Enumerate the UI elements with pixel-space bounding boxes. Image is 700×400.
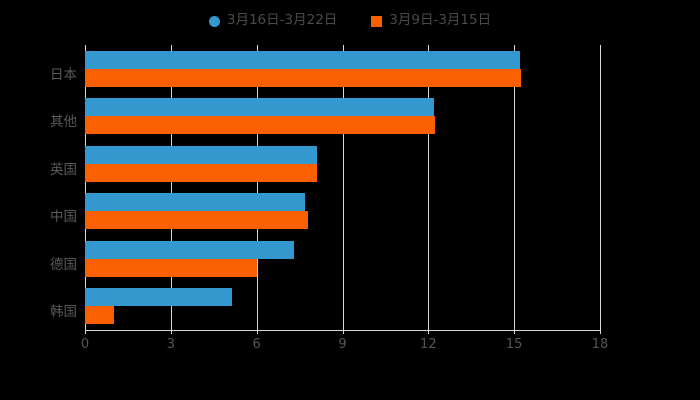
tick-mark-3 bbox=[170, 330, 172, 334]
bar-日本-series-1[interactable] bbox=[85, 50, 520, 69]
tick-label-12: 12 bbox=[420, 337, 437, 352]
tick-mark-18 bbox=[600, 330, 601, 334]
tick-mark-0 bbox=[85, 330, 86, 334]
bar-德国-series-1[interactable] bbox=[85, 240, 294, 259]
tick-mark-12 bbox=[428, 330, 430, 334]
category-label-0: 日本 bbox=[50, 67, 77, 83]
plot-area bbox=[85, 45, 601, 330]
gridline-15 bbox=[514, 45, 516, 330]
legend-circle-marker-icon bbox=[208, 15, 220, 27]
tick-label-6: 6 bbox=[252, 337, 261, 352]
tick-mark-9 bbox=[342, 330, 344, 334]
legend-item-series-1[interactable]: 3月16日-3月22日 bbox=[208, 12, 338, 29]
legend-label-series-1: 3月16日-3月22日 bbox=[226, 12, 338, 29]
bar-英国-series-2[interactable] bbox=[85, 163, 317, 182]
category-label-2: 英国 bbox=[50, 162, 77, 178]
tick-mark-6 bbox=[256, 330, 258, 334]
bar-韩国-series-1[interactable] bbox=[85, 288, 233, 307]
bar-韩国-series-2[interactable] bbox=[85, 306, 114, 325]
bar-中国-series-1[interactable] bbox=[85, 193, 306, 212]
legend-item-series-2[interactable]: 3月9日-3月15日 bbox=[371, 14, 491, 28]
bar-中国-series-2[interactable] bbox=[85, 211, 309, 230]
category-label-4: 德国 bbox=[50, 257, 77, 273]
category-label-1: 其他 bbox=[50, 114, 77, 130]
gridline-9 bbox=[342, 45, 344, 330]
tick-label-18: 18 bbox=[591, 337, 609, 352]
category-axis: 日本 其他 英国 中国 德国 韩国 bbox=[0, 0, 77, 400]
chart-legend: 3月16日-3月22日 3月9日-3月15日 bbox=[0, 8, 700, 34]
bar-英国-series-1[interactable] bbox=[85, 145, 317, 164]
legend-square-marker-icon bbox=[371, 15, 383, 27]
legend-label-series-2: 3月9日-3月15日 bbox=[389, 12, 492, 29]
bar-日本-series-2[interactable] bbox=[85, 68, 522, 87]
gridline-0 bbox=[85, 45, 86, 330]
gridline-18 bbox=[600, 45, 601, 330]
category-label-3: 中国 bbox=[50, 209, 77, 225]
tick-label-9: 9 bbox=[338, 337, 347, 352]
gridline-12 bbox=[428, 45, 430, 330]
bar-其他-series-1[interactable] bbox=[85, 98, 435, 117]
tick-label-0: 0 bbox=[80, 337, 90, 352]
bar-其他-series-2[interactable] bbox=[85, 116, 436, 135]
tick-mark-15 bbox=[514, 330, 516, 334]
tick-label-3: 3 bbox=[166, 337, 175, 352]
category-label-5: 韩国 bbox=[50, 304, 77, 320]
tick-label-15: 15 bbox=[505, 337, 523, 352]
gridline-6 bbox=[256, 45, 258, 330]
gridline-3 bbox=[170, 45, 172, 330]
bar-德国-series-2[interactable] bbox=[85, 258, 257, 277]
